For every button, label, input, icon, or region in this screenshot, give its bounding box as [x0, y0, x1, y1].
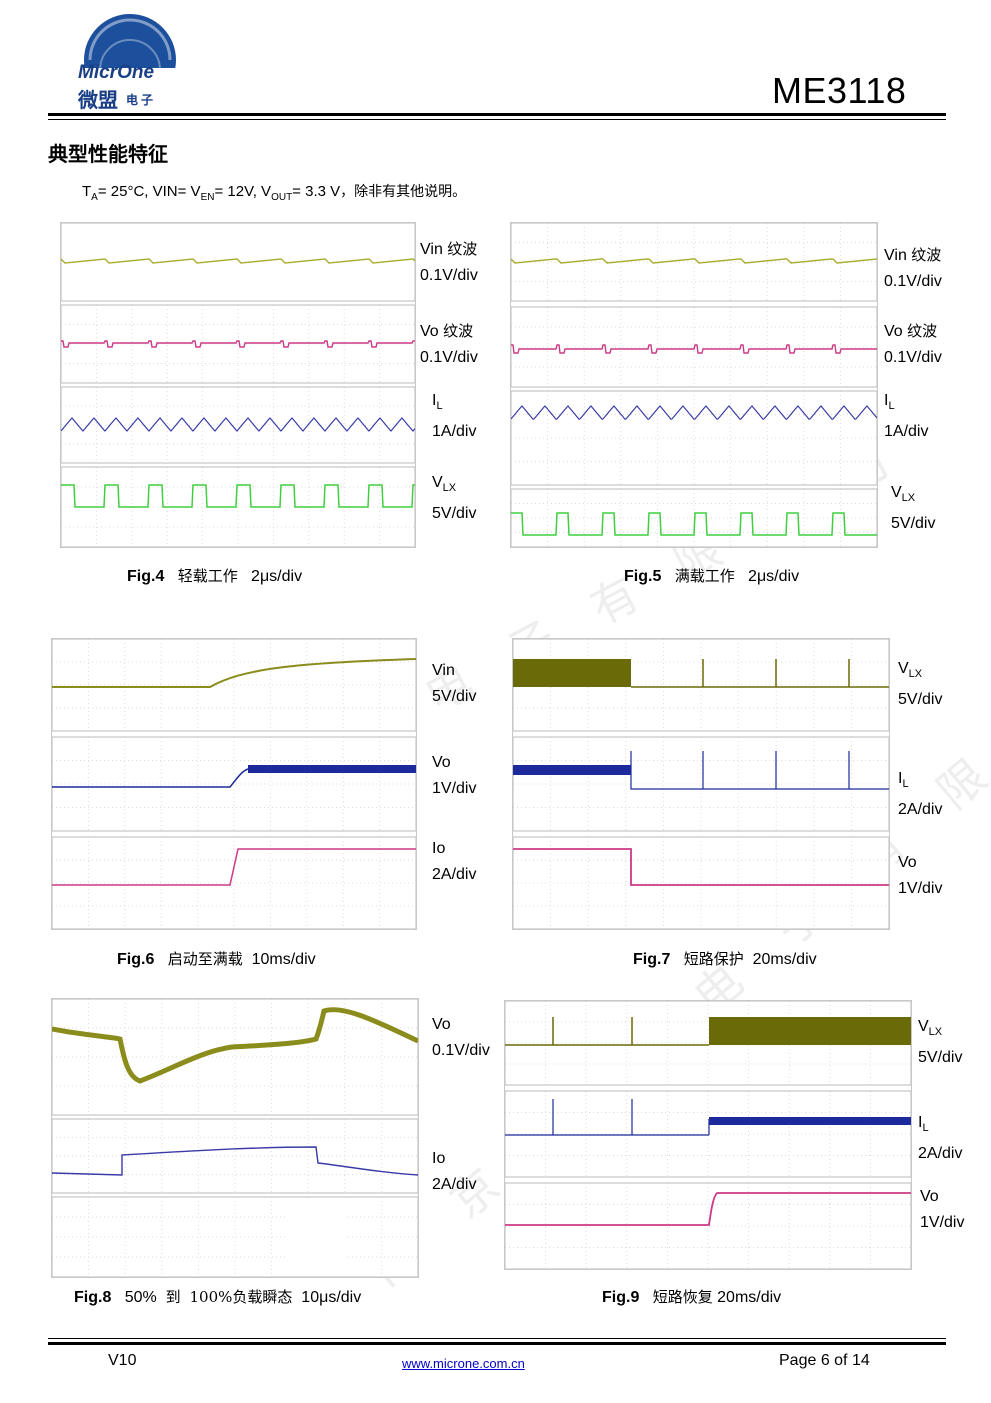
scope-grid [511, 489, 877, 547]
fig7-il-band [513, 765, 631, 775]
scope-grid [52, 837, 416, 929]
fig4-label-vo: Vo 纹波 0.1V/div [420, 322, 478, 366]
logo-cn: 微盟 [78, 88, 118, 112]
fig9-il-trace [505, 1099, 710, 1136]
fig6-vin-trace [52, 658, 417, 688]
logo-cn-small: 电子 [126, 93, 157, 107]
fig5-label-vin: Vin 纹波 0.1V/div [884, 246, 942, 290]
fig6-label-vo: Vo 1V/div [432, 754, 477, 797]
fig4-label-vin: Vin 纹波 0.1V/div [420, 240, 478, 284]
test-conditions: TA= 25°C, VIN= VEN= 12V, VOUT= 3.3 V，除非有… [82, 183, 467, 203]
footer-rule-thin [48, 1338, 946, 1339]
fig4-vlx-trace [61, 484, 415, 508]
footer-page-number: Page 6 of 14 [779, 1352, 870, 1369]
fig9-label-vo: Vo 1V/div [920, 1188, 965, 1231]
fig4-il-trace [60, 417, 416, 432]
fig6-vo-band [248, 765, 416, 773]
footer-version: V10 [108, 1352, 137, 1369]
fig5-scope [510, 222, 878, 548]
scope-grid [61, 387, 415, 463]
fig5-label-vlx: VLX 5V/div [891, 484, 936, 533]
scope-grid [52, 999, 418, 1115]
scope-grid [513, 837, 889, 929]
fig5-caption: Fig.5 满载工作 2μs/div [624, 567, 800, 585]
fig8-waveforms [51, 998, 420, 1278]
fig9-vlx-trace [505, 1017, 709, 1046]
logo-brand: MicrOne [78, 62, 155, 83]
fig4-label-vlx: VLX 5V/div [432, 474, 477, 523]
scope-grid [52, 737, 416, 831]
fig6-label-vin: Vin 5V/div [432, 662, 477, 705]
header-rule-thin [48, 119, 946, 120]
fig9-label-il: IL 2A/div [918, 1114, 963, 1163]
fig7-vlx-band [513, 659, 631, 687]
scope-grid [505, 1183, 911, 1269]
fig8-label-vo: Vo 0.1V/div [432, 1016, 490, 1059]
scope-grid [52, 1119, 418, 1193]
fig5-label-vo: Vo 纹波 0.1V/div [884, 322, 942, 366]
fig7-vlx-trace [631, 659, 889, 688]
fig6-io-trace [52, 848, 416, 886]
fig9-label-vlx: VLX 5V/div [918, 1018, 963, 1067]
fig7-waveforms [512, 638, 890, 930]
product-name: ME3118 [772, 70, 907, 111]
fig8-vo-trace [51, 1007, 420, 1084]
fig4-vin-trace [60, 258, 416, 264]
fig4-caption: Fig.4 轻载工作 2μs/div [127, 567, 303, 585]
fig7-scope [512, 638, 890, 930]
fig9-vlx-band [709, 1017, 911, 1045]
fig6-vo-trace [52, 768, 249, 788]
fig8-caption: Fig.8 50% 到 100%负载瞬态 10μs/div [74, 1288, 362, 1306]
microne-logo: MicrOne 微盟 电子 [74, 14, 184, 112]
fig7-label-vo: Vo 1V/div [898, 854, 943, 897]
scope-grid [505, 1091, 911, 1177]
section-title: 典型性能特征 [48, 142, 168, 166]
fig4-label-il: IL 1A/div [432, 392, 477, 441]
scope-grid [513, 639, 889, 731]
fig7-caption: Fig.7 短路保护 20ms/div [633, 950, 817, 968]
fig5-waveforms [510, 222, 878, 548]
scope-grid [52, 639, 416, 731]
fig5-il-trace [510, 405, 878, 420]
fig5-vo-trace [511, 344, 877, 354]
scope-grid [511, 223, 877, 301]
fig5-label-il: IL 1A/div [884, 392, 929, 441]
fig9-vo-trace [505, 1192, 911, 1226]
fig7-label-vlx: VLX 5V/div [898, 660, 943, 709]
fig6-waveforms [51, 638, 417, 930]
scope-grid [61, 305, 415, 383]
fig5-vin-trace [510, 258, 878, 264]
fig6-scope [51, 638, 417, 930]
fig8-label-io: Io 2A/div [432, 1150, 477, 1193]
scope-grid [513, 737, 889, 831]
fig9-il-band [709, 1117, 911, 1125]
header-rule-thick [48, 113, 946, 116]
fig8-blank-area [288, 1199, 348, 1275]
fig4-waveforms [60, 222, 416, 548]
scope-grid [52, 1197, 418, 1277]
fig8-io-trace [51, 1146, 419, 1176]
fig6-label-io: Io 2A/div [432, 840, 477, 883]
fig5-vlx-trace [511, 512, 877, 536]
fig9-caption: Fig.9 短路恢复 20ms/div [602, 1288, 782, 1306]
fig9-scope [504, 1000, 912, 1270]
fig7-vo-trace [513, 848, 889, 886]
scope-grid [511, 391, 877, 485]
fig6-caption: Fig.6 启动至满载 10ms/div [117, 950, 316, 968]
fig7-label-il: IL 2A/div [898, 770, 943, 819]
fig4-vo-trace [61, 340, 415, 348]
footer-url-link[interactable]: www.microne.com.cn [402, 1356, 525, 1371]
fig4-scope [60, 222, 416, 548]
footer-rule-thick [48, 1342, 946, 1345]
fig8-scope [51, 998, 420, 1278]
fig9-waveforms [504, 1000, 912, 1270]
fig7-il-trace [630, 751, 889, 790]
